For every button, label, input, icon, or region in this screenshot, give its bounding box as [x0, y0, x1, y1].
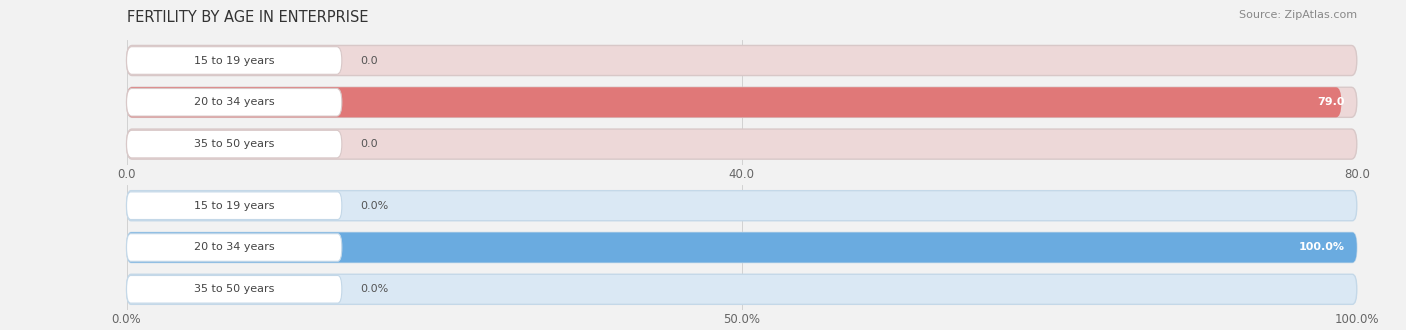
FancyBboxPatch shape — [127, 232, 1357, 263]
Text: 35 to 50 years: 35 to 50 years — [194, 284, 274, 294]
Text: 20 to 34 years: 20 to 34 years — [194, 243, 274, 252]
FancyBboxPatch shape — [127, 191, 1357, 221]
FancyBboxPatch shape — [127, 274, 1357, 304]
FancyBboxPatch shape — [127, 87, 1341, 117]
Text: 0.0%: 0.0% — [360, 284, 388, 294]
Text: 15 to 19 years: 15 to 19 years — [194, 201, 274, 211]
Text: 15 to 19 years: 15 to 19 years — [194, 55, 274, 65]
Text: 35 to 50 years: 35 to 50 years — [194, 139, 274, 149]
Text: Source: ZipAtlas.com: Source: ZipAtlas.com — [1239, 10, 1357, 20]
FancyBboxPatch shape — [127, 129, 1357, 159]
Text: 79.0: 79.0 — [1317, 97, 1344, 107]
FancyBboxPatch shape — [127, 234, 342, 261]
Bar — [127, 227, 1357, 268]
Bar — [127, 82, 1357, 123]
Bar — [127, 123, 1357, 165]
FancyBboxPatch shape — [127, 276, 342, 303]
FancyBboxPatch shape — [127, 47, 342, 74]
FancyBboxPatch shape — [127, 46, 1357, 76]
Bar — [127, 40, 1357, 82]
FancyBboxPatch shape — [127, 87, 1357, 117]
Text: 100.0%: 100.0% — [1299, 243, 1344, 252]
FancyBboxPatch shape — [127, 130, 342, 158]
Bar — [127, 185, 1357, 227]
FancyBboxPatch shape — [127, 232, 1357, 263]
Text: FERTILITY BY AGE IN ENTERPRISE: FERTILITY BY AGE IN ENTERPRISE — [127, 10, 368, 25]
Text: 0.0%: 0.0% — [360, 201, 388, 211]
Text: 20 to 34 years: 20 to 34 years — [194, 97, 274, 107]
FancyBboxPatch shape — [127, 88, 342, 116]
Bar — [127, 268, 1357, 310]
Text: 0.0: 0.0 — [360, 139, 378, 149]
FancyBboxPatch shape — [127, 192, 342, 219]
Text: 0.0: 0.0 — [360, 55, 378, 65]
